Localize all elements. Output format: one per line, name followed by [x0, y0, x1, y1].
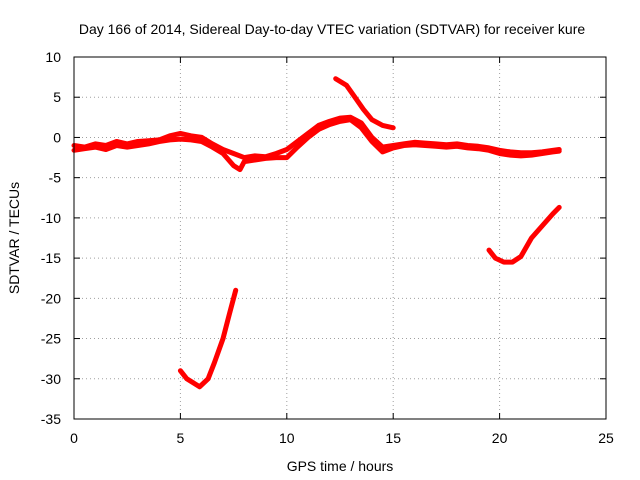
x-tick-label: 10 [279, 430, 295, 446]
y-tick-label: -20 [41, 290, 61, 306]
series-lower-arc-left [177, 287, 239, 390]
chart-title: Day 166 of 2014, Sidereal Day-to-day VTE… [79, 21, 585, 37]
series-main-track-b [71, 117, 562, 173]
x-axis-label: GPS time / hours [287, 458, 394, 474]
y-tick-label: 0 [53, 129, 61, 145]
y-tick-label: 5 [53, 89, 61, 105]
x-tick-label: 25 [598, 430, 614, 446]
y-tick-label: -15 [41, 250, 61, 266]
x-tick-label: 15 [385, 430, 401, 446]
y-tick-label: -5 [49, 170, 62, 186]
plot-area-border [73, 56, 607, 420]
x-tick-label: 0 [70, 430, 78, 446]
y-tick-label: -30 [41, 371, 61, 387]
tick-layer: 0 5 10 15 20 25 10 5 0 -5 -10 -15 -20 -25 -30 -35 [41, 49, 614, 446]
y-tick-label: 10 [45, 49, 61, 65]
series-lower-arc-right [486, 204, 562, 265]
y-tick-label: -10 [41, 210, 61, 226]
x-tick-label: 5 [177, 430, 185, 446]
series-layer [71, 76, 562, 390]
y-tick-label: -35 [41, 411, 61, 427]
y-axis-label: SDTVAR / TECUs [6, 182, 22, 294]
series-upper-spike [333, 76, 396, 131]
y-tick-label: -25 [41, 331, 61, 347]
x-tick-label: 20 [492, 430, 508, 446]
